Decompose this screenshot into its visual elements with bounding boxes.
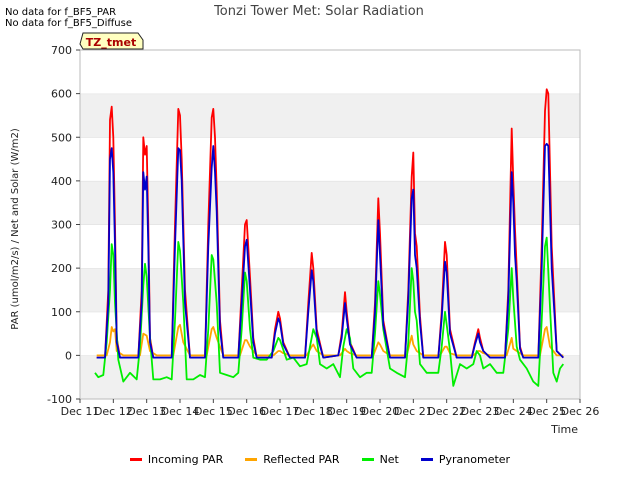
grid-band [80, 224, 580, 269]
x-tick-label: Dec 21 [394, 405, 433, 418]
x-tick-label: Dec 24 [494, 405, 533, 418]
tz-tag-box: TZ_tmet [79, 32, 144, 50]
grid-band [80, 50, 580, 94]
tz-tag-label: TZ_tmet [86, 36, 136, 49]
x-tick-label: Dec 26 [561, 405, 600, 418]
grid-band [80, 268, 580, 312]
y-tick-label: -100 [47, 393, 72, 406]
x-tick-label: Dec 16 [227, 405, 266, 418]
x-tick-label: Dec 11 [61, 405, 100, 418]
y-tick-label: 0 [65, 349, 72, 362]
x-tick-label: Dec 17 [261, 405, 300, 418]
x-tick-label: Dec 25 [527, 405, 566, 418]
y-tick-label: 400 [51, 175, 72, 188]
y-tick-label: 200 [51, 262, 72, 275]
y-tick-label: 600 [51, 88, 72, 101]
x-tick-label: Dec 18 [294, 405, 333, 418]
y-tick-label: 700 [51, 44, 72, 57]
x-tick-label: Dec 19 [327, 405, 366, 418]
y-tick-label: 300 [51, 219, 72, 232]
grid-band [80, 311, 580, 356]
legend-swatch-reflected-par [245, 458, 258, 461]
series-line-pyranometer [96, 142, 564, 359]
legend-swatch-pyranometer [420, 458, 433, 461]
series-line-net [94, 236, 565, 387]
legend-label-incoming-par: Incoming PAR [147, 453, 224, 466]
x-tick-label: Dec 13 [127, 405, 166, 418]
legend-label-net: Net [379, 453, 399, 466]
grid-bands [80, 49, 580, 399]
x-tick-label: Dec 20 [361, 405, 400, 418]
chart-title: Tonzi Tower Met: Solar Radiation [213, 4, 424, 19]
legend-label-reflected-par: Reflected PAR [263, 453, 340, 466]
x-tick-label: Dec 22 [427, 405, 466, 418]
grid-band [80, 355, 580, 399]
x-tick-label: Dec 14 [161, 405, 200, 418]
legend-item-reflected-par: Reflected PAR [245, 453, 340, 466]
y-tick-label: 500 [51, 131, 72, 144]
y-tick-label: 100 [51, 306, 72, 319]
plot-series [94, 88, 565, 387]
legend: Incoming PAR Reflected PAR Net Pyranomet… [0, 453, 640, 466]
legend-swatch-incoming-par [129, 458, 142, 461]
legend-item-incoming-par: Incoming PAR [129, 453, 224, 466]
grid-band [80, 137, 580, 181]
no-data-note-par: No data for f_BF5_PAR [5, 7, 117, 18]
x-tick-label: Dec 15 [194, 405, 233, 418]
grid-band [80, 93, 580, 138]
legend-label-pyranometer: Pyranometer [438, 453, 511, 466]
x-tick-label: Dec 23 [461, 405, 500, 418]
grid-band [80, 180, 580, 225]
x-axis-label: Time [550, 423, 578, 436]
y-axis-label: PAR (umol/m2/s) / Net and Solar (W/m2) [10, 128, 21, 330]
legend-item-net: Net [361, 453, 399, 466]
no-data-note-diffuse: No data for f_BF5_Diffuse [5, 18, 132, 29]
legend-swatch-net [361, 458, 374, 461]
series-line-reflected-par [96, 323, 564, 357]
legend-item-pyranometer: Pyranometer [420, 453, 511, 466]
x-tick-label: Dec 12 [94, 405, 133, 418]
y-axis-ticks: -100 0 100 200 300 400 500 600 700 [47, 44, 80, 406]
